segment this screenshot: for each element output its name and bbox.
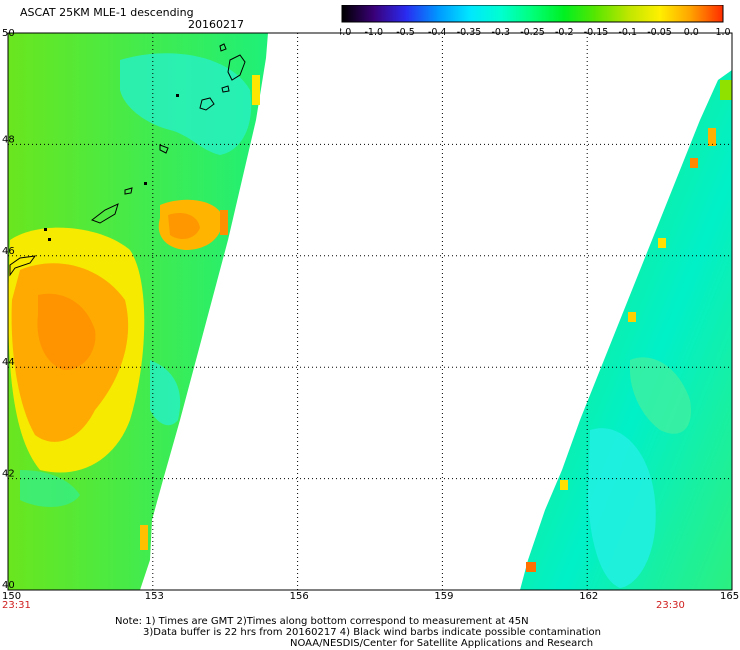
- colorbar-swatch: [596, 5, 629, 22]
- longitude-label: 150: [2, 591, 21, 602]
- note-line-3: NOAA/NESDIS/Center for Satellite Applica…: [290, 638, 594, 649]
- map-title: ASCAT 25KM MLE-1 descending: [20, 6, 194, 19]
- longitude-label: 156: [290, 591, 309, 602]
- colorbar-swatches: [342, 5, 724, 22]
- colorbar-frame: [341, 5, 724, 23]
- latitude-label: 40: [2, 580, 15, 591]
- latitude-label: 46: [2, 246, 15, 257]
- latitude-label: 50: [2, 28, 15, 39]
- colorbar-swatch: [500, 5, 533, 22]
- map-date: 20160217: [188, 18, 244, 31]
- colorbar-swatch: [691, 5, 724, 22]
- latitude-label: 48: [2, 134, 15, 145]
- colorbar-swatch: [659, 5, 692, 22]
- time-right: 23:30: [656, 600, 685, 611]
- latitude-label: 42: [2, 469, 15, 480]
- colorbar-swatch: [469, 5, 502, 22]
- colorbar-swatch: [373, 5, 406, 22]
- colorbar-swatch: [437, 5, 470, 22]
- coastlines: [9, 43, 246, 277]
- colorbar-swatch: [342, 5, 375, 22]
- colorbar-swatch: [627, 5, 660, 22]
- colorbar-swatch: [405, 5, 438, 22]
- map-frame: [7, 32, 733, 591]
- right-swath: [520, 70, 732, 590]
- left-swath: [8, 33, 268, 590]
- latitude-label: 44: [2, 357, 15, 368]
- island-dots: [44, 94, 179, 241]
- colorbar-swatch: [564, 5, 597, 22]
- longitude-labels: 150 153 156 159 162 165: [2, 591, 739, 602]
- note-line-1: Note: 1) Times are GMT 2)Times along bot…: [115, 616, 529, 627]
- longitude-label: 165: [720, 591, 739, 602]
- gridlines: [8, 33, 732, 590]
- longitude-label: 159: [434, 591, 453, 602]
- latitude-labels: 40 42 44 46 48 50: [2, 28, 15, 591]
- time-left: 23:31: [2, 600, 31, 611]
- colorbar-swatch: [532, 5, 565, 22]
- note-line-2: 3)Data buffer is 22 hrs from 20160217 4)…: [143, 627, 601, 638]
- longitude-label: 153: [145, 591, 164, 602]
- longitude-label: 162: [579, 591, 598, 602]
